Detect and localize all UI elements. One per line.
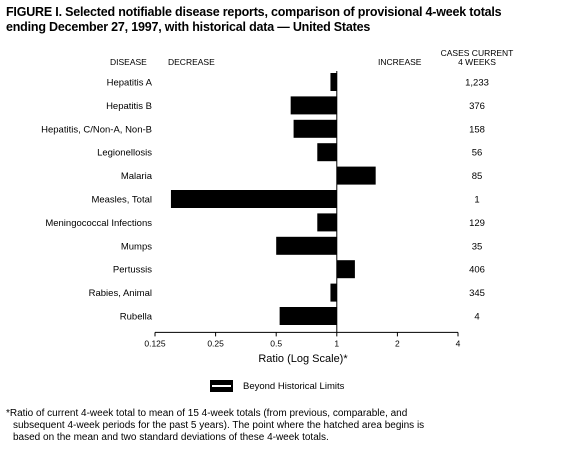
x-tick-label: 0.25 <box>207 338 224 348</box>
category-label: Measles, Total <box>91 195 152 206</box>
header-disease: DISEASE <box>110 57 147 67</box>
figure-title-line2: ending December 27, 1997, with historica… <box>6 20 371 34</box>
bar <box>336 166 376 185</box>
chart-rows: Hepatitis A 1,233 Hepatitis B 376 Hepatitis,… <box>41 73 489 325</box>
footnote: *Ratio of current 4-week total to mean o… <box>6 408 572 444</box>
cases-value: 56 <box>472 148 483 159</box>
category-label: Meningococcal Infections <box>45 218 152 229</box>
bar-chart: DISEASE DECREASE INCREASE CASES CURRENT … <box>41 48 514 392</box>
category-label: Legionellosis <box>97 148 152 159</box>
x-tick-label: 2 <box>395 338 400 348</box>
bar <box>293 119 337 138</box>
bar <box>330 283 337 302</box>
bar <box>317 213 337 232</box>
bar <box>336 260 355 279</box>
cases-value: 35 <box>472 241 483 252</box>
cases-value: 376 <box>469 101 485 112</box>
footnote-line1: *Ratio of current 4-week total to mean o… <box>6 408 408 419</box>
legend-label: Beyond Historical Limits <box>243 381 345 392</box>
bar <box>276 236 337 255</box>
footnote-line3: based on the mean and two standard devia… <box>13 432 329 443</box>
x-tick-label: 1 <box>334 338 339 348</box>
legend: Beyond Historical Limits <box>210 380 345 392</box>
header-cases-line1: CASES CURRENT <box>441 48 514 58</box>
x-axis-title: Ratio (Log Scale)* <box>258 353 348 365</box>
cases-value: 85 <box>472 171 483 182</box>
header-decrease: DECREASE <box>168 57 215 67</box>
x-tick-label: 4 <box>456 338 461 348</box>
header-cases-line2: 4 WEEKS <box>458 57 496 67</box>
bar <box>170 190 337 208</box>
category-label: Hepatitis, C/Non-A, Non-B <box>41 124 152 135</box>
cases-value: 4 <box>474 312 479 323</box>
cases-value: 345 <box>469 288 485 299</box>
cases-value: 1,233 <box>465 78 489 89</box>
bar <box>279 307 337 325</box>
bar <box>290 96 337 115</box>
x-tick-label: 0.5 <box>270 338 282 348</box>
category-label: Mumps <box>121 241 152 252</box>
cases-value: 129 <box>469 218 485 229</box>
figure-title: FIGURE I. Selected notifiable disease re… <box>6 5 572 35</box>
cases-value: 406 <box>469 265 485 276</box>
footnote-line2: subsequent 4-week periods for the past 5… <box>13 420 425 431</box>
cases-value: 1 <box>474 195 479 206</box>
category-label: Rubella <box>120 312 153 323</box>
bar <box>317 143 337 162</box>
x-tick-label: 0.125 <box>144 338 166 348</box>
category-label: Hepatitis B <box>106 101 152 112</box>
category-label: Rabies, Animal <box>89 288 152 299</box>
legend-swatch-hatch <box>212 385 231 387</box>
category-label: Hepatitis A <box>107 78 153 89</box>
figure-title-line1: FIGURE I. Selected notifiable disease re… <box>6 5 502 19</box>
category-label: Pertussis <box>113 265 152 276</box>
category-label: Malaria <box>121 171 153 182</box>
x-axis: 0.125 0.25 0.5 1 2 4 <box>144 71 461 348</box>
cases-value: 158 <box>469 124 485 135</box>
header-increase: INCREASE <box>378 57 422 67</box>
bar <box>330 73 337 91</box>
